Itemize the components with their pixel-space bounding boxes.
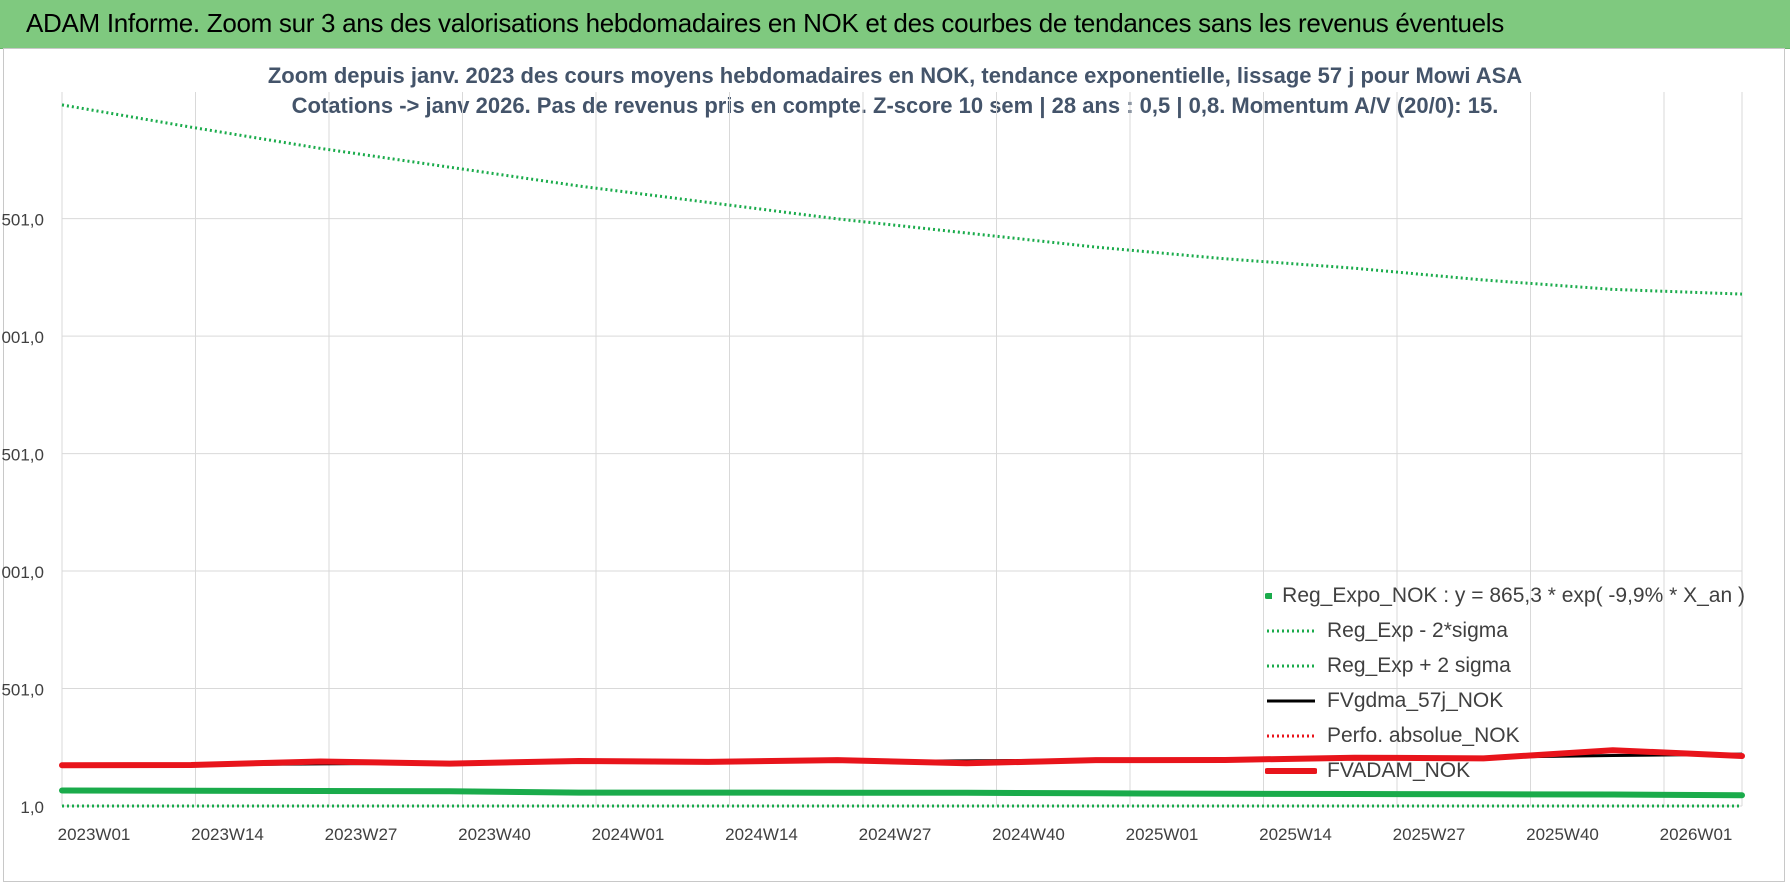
y-tick-label: 1 001,0 bbox=[0, 563, 44, 582]
legend-swatch bbox=[1267, 734, 1315, 737]
legend-swatch bbox=[1267, 699, 1315, 702]
y-tick-label: 1 501,0 bbox=[0, 446, 44, 465]
chart-legend: Reg_Expo_NOK : y = 865,3 * exp( -9,9% * … bbox=[1265, 578, 1745, 788]
chart-title-line-1: Zoom depuis janv. 2023 des cours moyens … bbox=[267, 63, 1523, 88]
x-tick-label: 2025W27 bbox=[1393, 825, 1466, 844]
series-line bbox=[61, 103, 1743, 296]
y-tick-label: 1,0 bbox=[20, 798, 44, 817]
header-bar: ADAM Informe. Zoom sur 3 ans des valoris… bbox=[0, 0, 1790, 49]
x-tick-label: 2024W01 bbox=[592, 825, 665, 844]
legend-item: Reg_Exp - 2*sigma bbox=[1265, 613, 1745, 648]
legend-swatch bbox=[1265, 592, 1273, 599]
legend-label: Reg_Expo_NOK : y = 865,3 * exp( -9,9% * … bbox=[1282, 583, 1745, 607]
x-tick-label: 2025W40 bbox=[1526, 825, 1599, 844]
x-tick-label: 2023W01 bbox=[58, 825, 131, 844]
y-tick-label: 501,0 bbox=[1, 681, 44, 700]
legend-label: Perfo. absolue_NOK bbox=[1327, 723, 1520, 747]
x-tick-label: 2024W27 bbox=[859, 825, 932, 844]
legend-swatch bbox=[1265, 767, 1317, 774]
x-tick-label: 2023W14 bbox=[191, 825, 264, 844]
legend-item: Reg_Expo_NOK : y = 865,3 * exp( -9,9% * … bbox=[1265, 578, 1745, 613]
x-tick-label: 2023W27 bbox=[325, 825, 398, 844]
x-tick-label: 2023W40 bbox=[458, 825, 531, 844]
y-axis-ticks: 1,0 501,0 1 001,0 1 501,0 2 001,0 2 501,0 bbox=[0, 211, 44, 817]
series-line bbox=[59, 747, 1745, 769]
legend-label: Reg_Exp - 2*sigma bbox=[1327, 618, 1508, 642]
legend-label: FVgdma_57j_NOK bbox=[1327, 688, 1504, 712]
legend-label: Reg_Exp + 2 sigma bbox=[1327, 653, 1511, 677]
report-title: ADAM Informe. Zoom sur 3 ans des valoris… bbox=[26, 8, 1504, 38]
legend-item: FVgdma_57j_NOK bbox=[1265, 683, 1745, 718]
chart-title-line-2: Cotations -> janv 2026. Pas de revenus p… bbox=[291, 93, 1499, 118]
legend-label: FVADAM_NOK bbox=[1327, 758, 1471, 782]
legend-swatch bbox=[1267, 664, 1315, 667]
x-tick-label: 2024W40 bbox=[992, 825, 1065, 844]
legend-item: FVADAM_NOK bbox=[1265, 753, 1745, 788]
x-tick-label: 2026W01 bbox=[1660, 825, 1733, 844]
x-tick-label: 2024W14 bbox=[725, 825, 798, 844]
x-axis-ticks: 2023W01 2023W14 2023W27 2023W40 2024W01 2024W… bbox=[58, 825, 1733, 844]
series-lines bbox=[59, 103, 1745, 808]
y-tick-label: 2 501,0 bbox=[0, 211, 44, 230]
legend-item: Reg_Exp + 2 sigma bbox=[1265, 648, 1745, 683]
y-tick-label: 2 001,0 bbox=[0, 328, 44, 347]
chart-frame bbox=[3, 48, 1785, 882]
series-line bbox=[59, 787, 1745, 799]
x-tick-label: 2025W01 bbox=[1126, 825, 1199, 844]
x-tick-label: 2025W14 bbox=[1259, 825, 1332, 844]
legend-swatch bbox=[1267, 629, 1315, 632]
legend-item: Perfo. absolue_NOK bbox=[1265, 718, 1745, 753]
